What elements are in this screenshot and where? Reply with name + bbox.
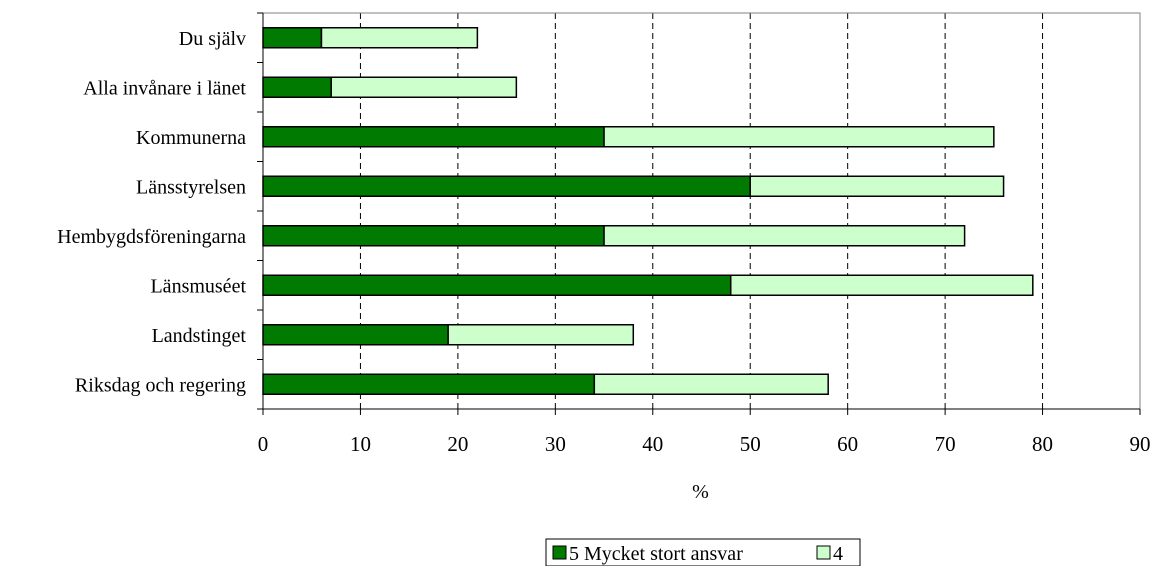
category-label: Kommunerna (136, 127, 246, 149)
legend-label-1: 4 (833, 543, 843, 565)
bar-series4-7 (593, 373, 829, 395)
bars (262, 27, 1034, 395)
legend: 5 Mycket stort ansvar 4 (545, 538, 861, 566)
bar-series5-0 (262, 27, 323, 49)
category-label: Landstinget (152, 325, 247, 347)
category-label: Länsmuséet (150, 275, 246, 297)
category-label: Hembygdsföreningarna (57, 226, 246, 248)
x-tick-label: 70 (935, 432, 956, 456)
bar-series4-6 (447, 324, 635, 346)
x-axis-title: % (692, 481, 709, 503)
plot-area (262, 12, 1141, 410)
x-tick-label: 30 (545, 432, 566, 456)
x-tick-label: 20 (447, 432, 468, 456)
bar-series5-4 (262, 225, 605, 247)
bar-series4-3 (749, 175, 1005, 197)
bar-series5-6 (262, 324, 449, 346)
bar-series4-1 (330, 76, 518, 98)
x-tick-label: 80 (1032, 432, 1053, 456)
bar-series4-5 (729, 274, 1034, 296)
x-tick-label: 0 (258, 432, 269, 456)
x-tick-labels: 0 10 20 30 40 50 60 70 80 90 (258, 432, 1151, 456)
gridlines (359, 13, 1044, 409)
category-label: Riksdag och regering (75, 374, 246, 396)
legend-label-0: 5 Mycket stort ansvar (569, 543, 743, 565)
category-labels: Du själv Alla invånare i länet Kommunerna L… (57, 28, 246, 397)
x-tick-label: 50 (740, 432, 761, 456)
x-tick-label: 40 (642, 432, 663, 456)
bar-series5-1 (262, 76, 332, 98)
category-label: Länsstyrelsen (136, 176, 246, 198)
bar-series5-3 (262, 175, 751, 197)
bar-series4-2 (603, 126, 995, 148)
bar-series4-0 (320, 27, 479, 49)
axes (257, 12, 1141, 415)
bar-series5-7 (262, 373, 596, 395)
bar-series4-4 (603, 225, 966, 247)
bar-series5-5 (262, 274, 732, 296)
legend-box (545, 538, 861, 566)
bar-series5-2 (262, 126, 605, 148)
category-label: Alla invånare i länet (83, 77, 246, 99)
legend-swatch-1 (816, 545, 831, 560)
x-tick-label: 90 (1130, 432, 1151, 456)
category-label: Du själv (179, 28, 246, 50)
legend-swatch-0 (552, 545, 567, 560)
x-tick-label: 10 (350, 432, 371, 456)
x-tick-label: 60 (837, 432, 858, 456)
